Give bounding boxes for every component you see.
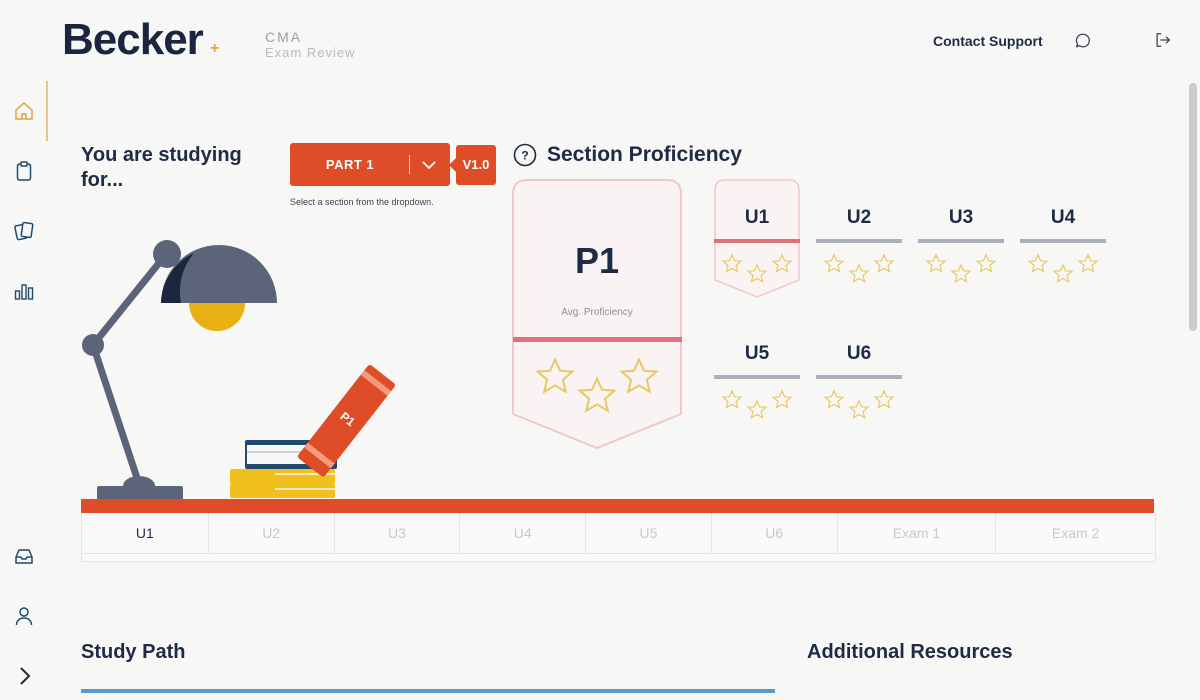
book-p1: P1 (297, 365, 395, 477)
tab-u6[interactable]: U6 (712, 513, 838, 553)
unit-badge-u1[interactable]: U1 (714, 179, 800, 298)
tab-u3[interactable]: U3 (335, 513, 461, 553)
user-icon[interactable] (13, 605, 35, 627)
tab-u4[interactable]: U4 (460, 513, 587, 553)
studying-heading: You are studying for... (81, 144, 242, 191)
p1-badge-label: P1 (575, 240, 619, 281)
unit-badge-u5[interactable]: U5 (714, 343, 800, 419)
unit-badge-label: U2 (847, 207, 871, 228)
bar-chart-icon[interactable] (13, 280, 35, 302)
star-empty-icon (874, 254, 894, 273)
unit-badge-label: U4 (1051, 207, 1076, 228)
book-second (230, 484, 335, 498)
lamp-shade (161, 245, 277, 303)
unit-badge-u6[interactable]: U6 (816, 343, 902, 419)
lamp-lower-arm (89, 341, 143, 488)
home-icon[interactable] (13, 100, 35, 122)
desk-shelf (81, 499, 1154, 513)
additional-resources-heading: Additional Resources (807, 641, 1013, 663)
unit-badge-u2[interactable]: U2 (816, 207, 902, 283)
unit-badge-u4[interactable]: U4 (1020, 207, 1106, 283)
tab-u5[interactable]: U5 (586, 513, 712, 553)
star-empty-icon (1078, 254, 1098, 273)
star-empty-icon (951, 264, 971, 283)
tab-exam-2[interactable]: Exam 2 (1051, 525, 1100, 541)
p1-proficiency-badge[interactable]: P1 Avg. Proficiency (512, 179, 682, 450)
contact-support-link[interactable]: Contact Support (933, 33, 1043, 49)
product-name: CMA Exam Review (265, 29, 356, 61)
dropdown-divider (409, 155, 410, 174)
tab-u2[interactable]: U2 (209, 513, 335, 553)
svg-text:?: ? (521, 149, 528, 163)
unit-badge-u3[interactable]: U3 (918, 207, 1004, 283)
active-nav-indicator (46, 81, 48, 141)
star-empty-icon (722, 390, 742, 409)
star-empty-icon (747, 400, 767, 419)
tabs-divider (81, 553, 1154, 554)
product-name-line2: Exam Review (265, 45, 356, 60)
star-empty-icon (772, 390, 792, 409)
lamp-upper-arm (89, 249, 171, 349)
star-empty-icon (976, 254, 996, 273)
logout-icon[interactable] (1154, 31, 1172, 49)
star-empty-icon (824, 390, 844, 409)
lamp-base (97, 486, 183, 500)
version-badge: V1.0 (456, 145, 496, 185)
tab-exam-1[interactable]: Exam 1 (838, 513, 997, 553)
star-empty-icon (824, 254, 844, 273)
unit-badge-label: U1 (745, 207, 770, 228)
study-path-progress-bar (81, 689, 775, 693)
dropdown-hint: Select a section from the dropdown. (290, 197, 434, 207)
product-name-line1: CMA (265, 29, 303, 45)
star-empty-icon (874, 390, 894, 409)
star-empty-icon (1053, 264, 1073, 283)
book-bottom (230, 469, 335, 484)
star-empty-icon (849, 264, 869, 283)
flashcards-icon[interactable] (13, 220, 35, 242)
becker-logo[interactable]: Becker (62, 15, 204, 64)
part-dropdown[interactable]: PART 1 (290, 143, 450, 186)
chevron-right-icon[interactable] (13, 665, 35, 687)
unit-badge-label: U5 (745, 343, 770, 364)
tab-u1[interactable]: U1 (82, 513, 209, 553)
star-empty-icon (849, 400, 869, 419)
unit-badge-label: U6 (847, 343, 871, 364)
inbox-icon[interactable] (13, 545, 35, 567)
logo-plus-icon: + (210, 40, 220, 57)
clipboard-icon[interactable] (13, 160, 35, 182)
version-badge-notch (449, 158, 456, 172)
star-empty-icon (1028, 254, 1048, 273)
lamp-joint (82, 334, 104, 356)
scrollbar-thumb[interactable] (1189, 83, 1197, 331)
section-proficiency-title: Section Proficiency (547, 143, 742, 166)
section-tabs: U1 U2 U3 U4 U5 U6 Exam 1 Exam 2 (81, 513, 1156, 562)
avg-proficiency-caption: Avg. Proficiency (561, 307, 633, 318)
desk-lamp-books-illustration: P1 (82, 240, 395, 500)
chevron-down-icon (422, 161, 436, 170)
help-icon[interactable]: ? (513, 143, 537, 167)
star-empty-icon (926, 254, 946, 273)
chat-icon[interactable] (1074, 32, 1092, 50)
study-path-heading: Study Path (81, 641, 186, 663)
part-dropdown-label: PART 1 (325, 157, 375, 172)
lamp-top-joint (153, 240, 181, 268)
lamp-shade-inner (161, 253, 194, 303)
proficiency-badges: P1 Avg. Proficiency U1 U2 U3 U4 (512, 179, 1106, 450)
unit-badge-label: U3 (949, 207, 973, 228)
lamp-bulb-shade (189, 303, 245, 331)
